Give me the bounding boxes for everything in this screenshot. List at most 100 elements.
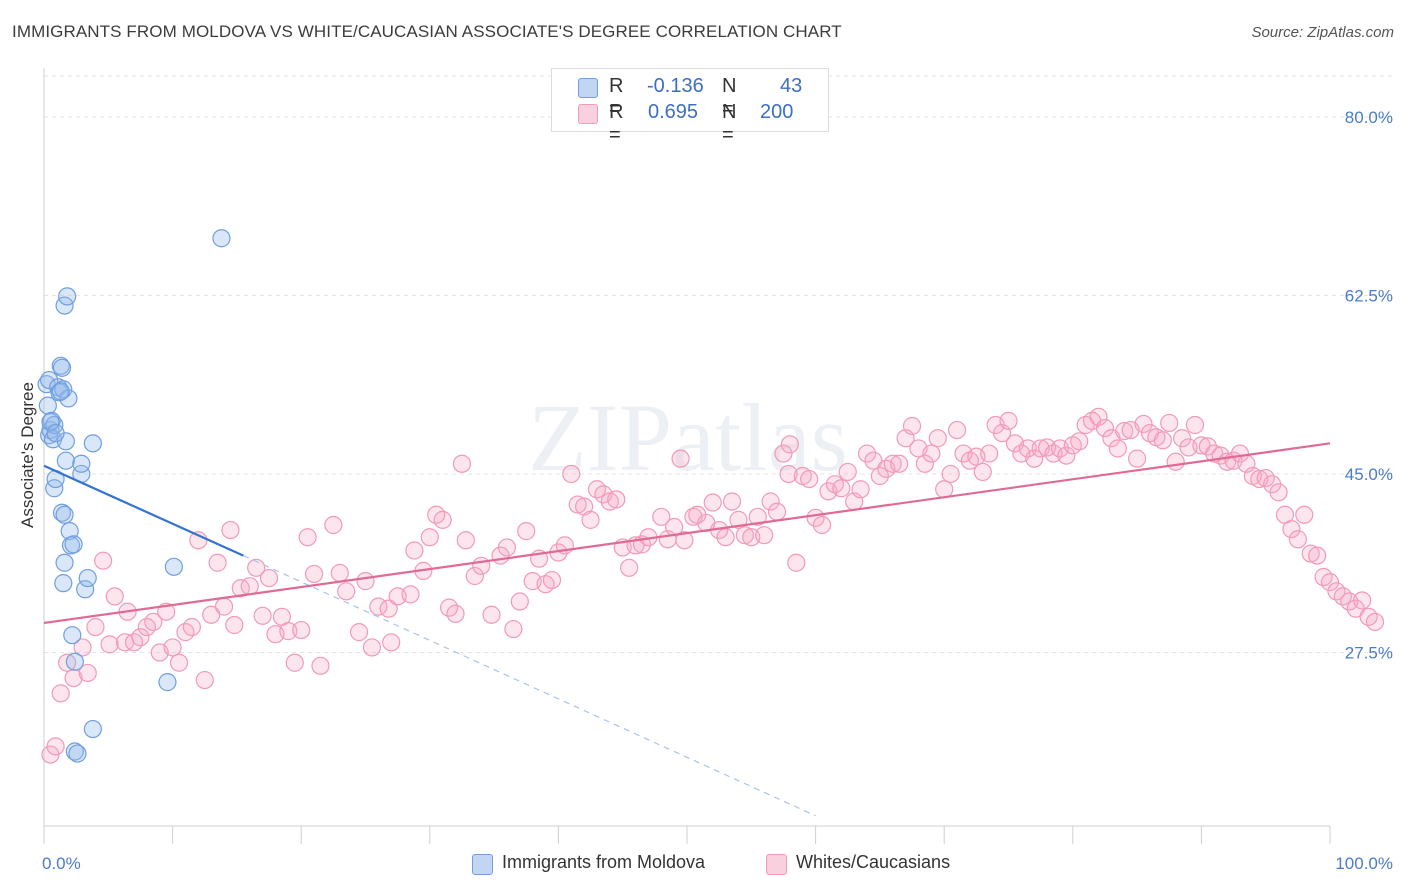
data-point-whites [1185,415,1205,435]
data-point-whites [144,612,163,632]
data-point-whites [517,522,536,541]
data-point-whites [1230,444,1250,463]
data-point-whites [779,464,798,484]
data-point-moldova [72,454,91,473]
data-point-whites [94,551,113,570]
data-point-whites [510,592,529,611]
data-point-whites [446,604,465,623]
stats-legend: R = -0.136 N = 43 R = 0.695 N = 200 [551,68,829,146]
data-point-whites [221,520,240,540]
data-point-whites [812,515,832,535]
data-point-whites [100,635,119,654]
data-point-whites [800,469,819,489]
data-point-whites [1095,418,1115,438]
data-point-moldova [83,719,102,739]
data-point-whites [330,563,349,583]
data-point-whites [324,515,343,535]
data-point-whites [497,538,517,557]
data-point-whites [78,663,97,683]
data-point-moldova [164,557,183,576]
data-point-whites [1198,437,1217,456]
moldova-swatch [472,854,493,875]
data-point-whites [999,411,1018,430]
legend-n-value: 200 [760,101,794,123]
data-point-whites [620,558,639,577]
data-point-whites [73,638,92,657]
data-point-whites [456,531,475,550]
data-point-whites [1282,519,1301,539]
data-point-moldova [54,574,73,593]
data-point-whites [433,510,452,529]
data-point-whites [1057,446,1076,465]
data-point-whites [1127,449,1147,468]
tick-labels: 27.5% 45.0% 62.5% 80.0% 0.0% 100.0% [42,108,1393,873]
data-point-whites [1070,432,1089,451]
data-point-whites [1269,483,1288,502]
data-point-whites [253,606,272,625]
data-point-moldova [55,505,74,524]
data-point-whites [482,605,501,624]
legend-r-label: R = [609,101,624,146]
data-point-whites [1192,436,1211,455]
data-point-moldova [52,358,72,377]
x-tick-label: 0.0% [42,854,81,873]
data-point-moldova [45,479,64,498]
legend-n-value: 43 [780,75,803,97]
data-point-whites [1153,431,1172,450]
data-point-whites [980,444,999,463]
data-point-whites [1308,546,1327,565]
data-point-whites [832,479,851,498]
data-point-whites [870,466,890,486]
data-point-moldova [65,742,84,761]
data-point-whites [542,570,562,590]
data-point-moldova [54,380,73,399]
data-point-whites [600,492,619,511]
data-point-whites [973,462,992,482]
legend-r-label: R = [609,75,624,120]
data-point-whites [581,510,600,529]
data-point-whites [247,558,266,577]
legend-n-label: N = [722,75,737,120]
trend-moldova [43,464,244,557]
data-point-whites [607,490,626,509]
data-point-whites [890,454,909,473]
data-point-moldova [58,287,77,306]
data-point-whites [947,420,967,440]
data-point-whites [716,528,735,547]
data-point-moldova [56,451,75,470]
data-point-whites [562,464,581,484]
data-point-whites [767,502,787,521]
data-point-moldova [68,744,87,763]
source-credit: Source: ZipAtlas.com [1251,24,1394,41]
data-point-whites [915,454,935,473]
data-point-moldova [41,412,60,432]
data-point-whites [51,684,70,703]
data-point-whites [748,507,767,526]
data-point-whites [922,444,941,463]
data-point-whites [214,597,234,616]
data-point-moldova [59,389,78,408]
data-point-whites [208,553,227,572]
data-point-moldova [78,568,97,588]
legend-r-value: -0.136 [647,75,704,97]
data-point-moldova [46,424,65,443]
y-tick-label: 62.5% [1345,286,1393,305]
x-tick-label: 100.0% [1335,854,1393,873]
data-point-whites [195,670,214,690]
data-point-whites [382,633,401,652]
data-point-whites [671,449,690,468]
trend-moldova-extrapolated [243,555,816,817]
data-point-whites [1089,407,1108,426]
data-point-whites [86,617,105,637]
data-point-whites [883,454,902,473]
data-point-whites [761,492,780,511]
data-point-whites [356,572,375,591]
data-point-whites [902,416,922,436]
data-point-whites [202,605,221,624]
data-point-moldova [51,382,70,401]
data-point-whites [231,579,250,598]
data-point-whites [1166,452,1185,471]
data-point-whites [1173,429,1192,448]
data-point-whites [1018,439,1037,458]
